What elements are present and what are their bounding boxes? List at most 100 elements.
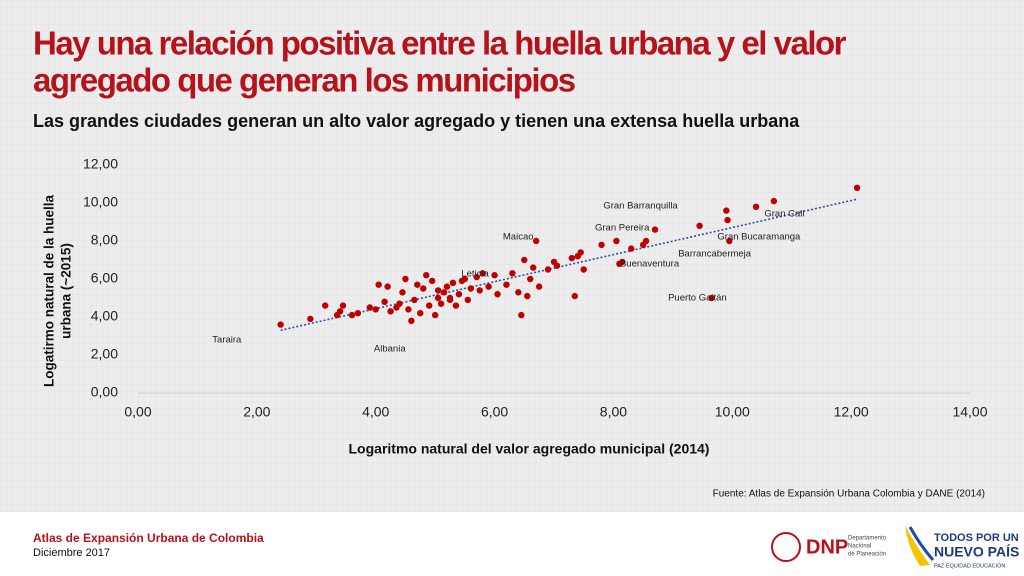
point xyxy=(518,311,525,319)
gov-text: TODOS POR UN xyxy=(934,532,1019,544)
point xyxy=(485,283,492,290)
annotation: Gran Bucaramanga xyxy=(717,232,801,243)
point xyxy=(449,279,457,286)
y-tick-label: 6,00 xyxy=(91,270,118,286)
point xyxy=(405,306,412,313)
point xyxy=(553,262,561,269)
point xyxy=(473,273,480,281)
annotation: Barrancabermeja xyxy=(678,248,752,259)
x-tick-label: 0,00 xyxy=(124,404,151,420)
point xyxy=(384,283,391,290)
point xyxy=(411,296,418,304)
source: Fuente: Atlas de Expansión Urbana Colomb… xyxy=(713,489,985,500)
point xyxy=(628,245,635,252)
point xyxy=(726,237,733,245)
point xyxy=(372,306,379,313)
point xyxy=(431,311,439,319)
point xyxy=(598,241,605,248)
y-tick-label: 12,00 xyxy=(83,156,118,172)
point xyxy=(530,264,537,271)
point xyxy=(399,289,406,296)
point xyxy=(443,283,451,290)
point xyxy=(420,285,427,292)
point xyxy=(580,266,587,273)
point xyxy=(414,281,421,288)
title-line: Hay una relación positiva entre la huell… xyxy=(33,25,847,62)
x-tick-label: 6,00 xyxy=(481,404,508,420)
footer-title: Atlas de Expansión Urbana de Colombia xyxy=(33,531,264,545)
point xyxy=(440,289,448,296)
dnp-text: de Planeación xyxy=(848,552,886,558)
point xyxy=(696,222,703,229)
point xyxy=(521,256,528,264)
gov-text: NUEVO PAÍS xyxy=(934,544,1019,560)
background xyxy=(0,0,1024,512)
point xyxy=(577,249,584,256)
footer-date: Diciembre 2017 xyxy=(33,547,110,559)
annotation: Buenaventura xyxy=(620,259,680,270)
annotation: Puerto Gaitán xyxy=(668,293,727,304)
point xyxy=(452,302,460,309)
y-tick-label: 10,00 xyxy=(83,194,118,210)
seal xyxy=(771,532,801,562)
subtitle: Las grandes ciudades generan un alto val… xyxy=(33,111,800,131)
point xyxy=(434,294,442,302)
point xyxy=(651,226,659,233)
point xyxy=(387,308,394,315)
point xyxy=(494,291,501,298)
point xyxy=(619,258,626,266)
point xyxy=(375,281,382,288)
x-tick-label: 2,00 xyxy=(243,404,270,420)
point xyxy=(354,310,362,317)
point xyxy=(503,281,510,288)
x-tick-label: 8,00 xyxy=(600,404,627,420)
point xyxy=(568,254,576,262)
point xyxy=(479,270,486,277)
dnp-text: Nacional xyxy=(848,544,871,550)
point xyxy=(455,291,463,298)
point xyxy=(613,237,620,245)
point xyxy=(434,287,442,294)
point xyxy=(307,315,314,323)
point xyxy=(544,266,552,273)
point xyxy=(527,275,534,283)
y-tick-label: 2,00 xyxy=(91,346,118,362)
point xyxy=(381,298,388,305)
point xyxy=(366,304,373,311)
annotation: Leticia xyxy=(461,269,489,280)
annotation: Albania xyxy=(374,343,406,354)
annotation: Gran Cali xyxy=(764,209,804,220)
dnp-text: Departamento xyxy=(848,536,887,542)
point xyxy=(396,300,403,307)
gov-icon xyxy=(908,526,935,561)
point xyxy=(423,272,430,279)
point xyxy=(770,197,778,205)
point xyxy=(464,296,472,304)
dnp-logo: DNP xyxy=(806,536,848,558)
point xyxy=(853,184,861,191)
point xyxy=(408,317,415,324)
point xyxy=(467,285,474,292)
x-tick-label: 10,00 xyxy=(715,404,750,420)
point xyxy=(277,321,284,328)
point xyxy=(339,302,347,309)
point xyxy=(571,292,578,300)
x-tick-label: 4,00 xyxy=(362,404,389,420)
point xyxy=(724,216,731,224)
point xyxy=(509,270,516,277)
point xyxy=(322,302,329,309)
point xyxy=(437,300,445,307)
y-axis-label: urbana (~2015) xyxy=(59,243,74,339)
point xyxy=(752,203,760,210)
point xyxy=(524,292,531,300)
point xyxy=(428,277,436,285)
annotation: Maicao xyxy=(503,232,534,243)
gov-icon xyxy=(905,525,930,566)
point xyxy=(476,287,483,294)
x-axis-label: Logaritmo natural del valor agregado mun… xyxy=(349,441,710,457)
point xyxy=(532,237,540,245)
x-tick-label: 14,00 xyxy=(952,404,987,420)
point xyxy=(515,289,522,296)
